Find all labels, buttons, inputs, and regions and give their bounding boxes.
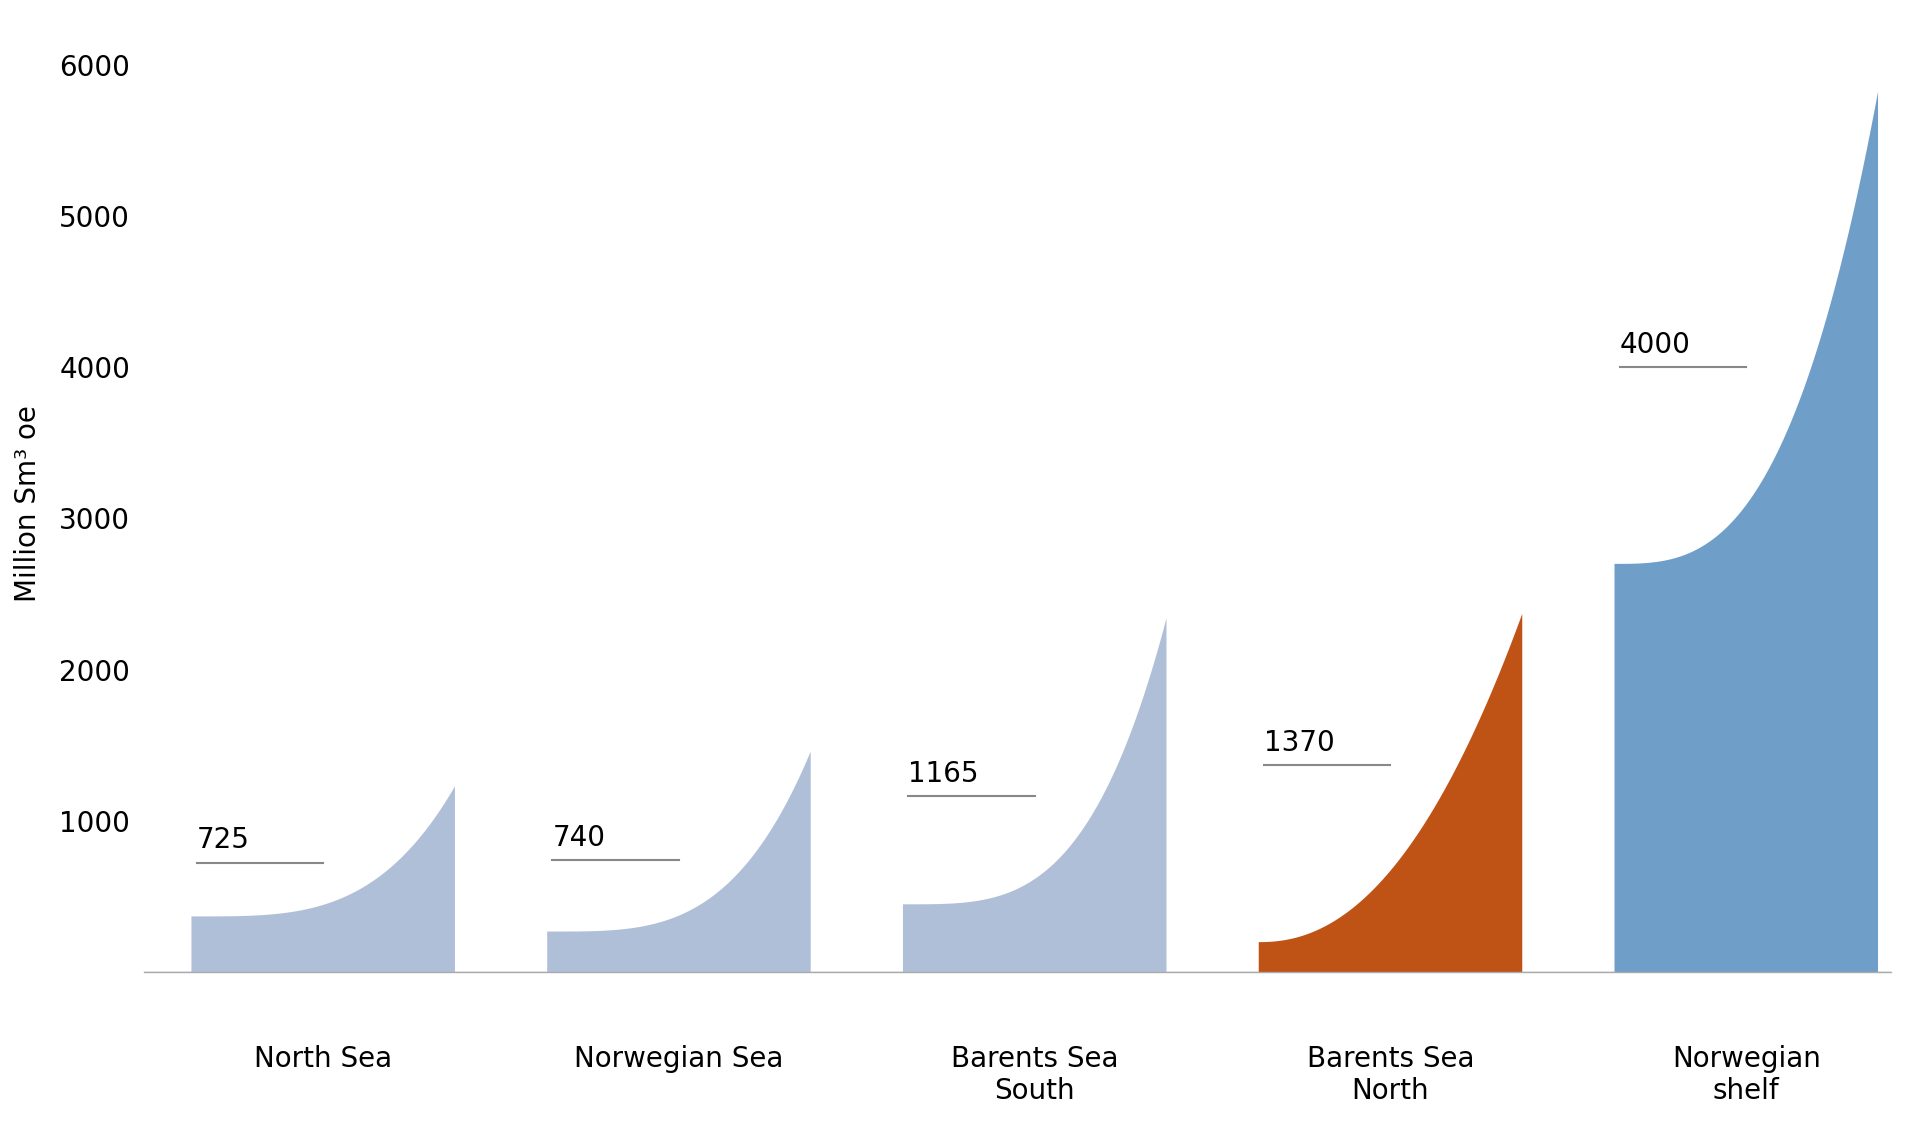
Text: 1165: 1165 xyxy=(908,760,979,788)
Y-axis label: Million Sm³ oe: Million Sm³ oe xyxy=(15,405,42,602)
Polygon shape xyxy=(192,786,455,972)
Polygon shape xyxy=(1260,614,1523,972)
Text: Barents Sea
South: Barents Sea South xyxy=(950,1044,1119,1105)
Text: 725: 725 xyxy=(196,826,250,855)
Text: 1370: 1370 xyxy=(1263,729,1334,757)
Text: Norwegian
shelf: Norwegian shelf xyxy=(1672,1044,1820,1105)
Polygon shape xyxy=(1615,92,1878,972)
Text: North Sea: North Sea xyxy=(253,1044,392,1073)
Text: Norwegian Sea: Norwegian Sea xyxy=(574,1044,783,1073)
Polygon shape xyxy=(547,752,810,972)
Text: Barents Sea
North: Barents Sea North xyxy=(1308,1044,1475,1105)
Text: 4000: 4000 xyxy=(1620,331,1692,359)
Text: 740: 740 xyxy=(553,824,605,852)
Polygon shape xyxy=(902,619,1167,972)
